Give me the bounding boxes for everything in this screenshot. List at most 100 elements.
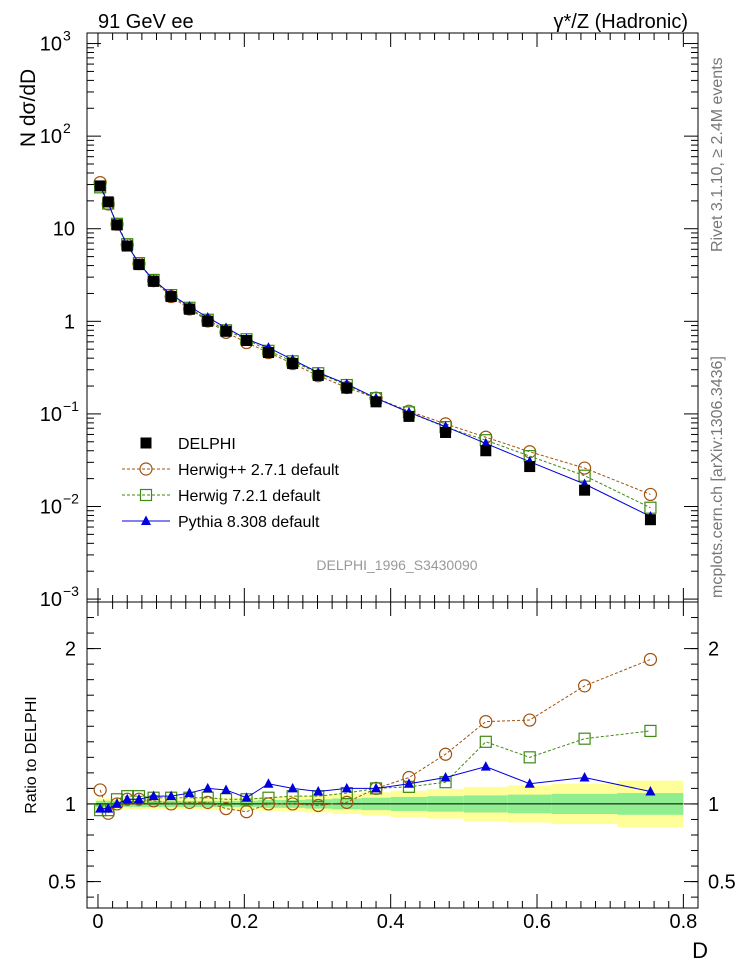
legend: DELPHI Herwig++ 2.7.1 default Herwig 7.2.1…	[122, 436, 340, 531]
data-point	[111, 219, 123, 231]
ratio-point	[112, 798, 123, 808]
ratio-point	[202, 782, 213, 793]
data-point	[148, 275, 160, 287]
x-tick-label: 0.6	[523, 911, 551, 933]
ratio-point	[219, 801, 233, 816]
ratio-point	[523, 713, 537, 727]
mcplots-label: mcplots.cern.ch [arXiv:1306.3436]	[709, 356, 726, 598]
top-y-tick-exponent: 3	[63, 28, 71, 44]
ratio-series-line	[99, 659, 651, 815]
data-point	[312, 369, 324, 381]
ratio-point	[241, 792, 252, 802]
top-y-tick-label: 10	[40, 126, 62, 148]
ratio-point	[313, 786, 324, 796]
ratio-point	[578, 732, 591, 745]
data-point	[102, 196, 114, 208]
ratio-point	[95, 803, 106, 813]
top-y-tick-exponent: −1	[63, 398, 79, 414]
ratio-point	[239, 805, 254, 819]
ratio-point	[480, 761, 491, 771]
legend-label: Pythia 8.308 default	[178, 514, 320, 531]
ratio-point	[93, 783, 107, 797]
ratio-point	[341, 782, 352, 793]
data-point	[524, 461, 536, 473]
data-point	[183, 303, 195, 315]
ratio-point	[403, 778, 414, 788]
x-tick-label: 0.4	[377, 911, 405, 933]
top-y-tick-exponent: −3	[63, 583, 79, 599]
ratio-point	[103, 803, 114, 813]
ratio-point	[340, 795, 354, 809]
top-y-tick-label: 10	[40, 496, 62, 518]
legend-label: DELPHI	[178, 436, 236, 453]
data-point	[577, 461, 592, 475]
ratio-panel-series	[93, 652, 658, 820]
ratio-panel-frame	[86, 601, 699, 909]
top-y-tick-label: 1	[64, 311, 75, 333]
ratio-series-line	[100, 766, 651, 810]
top-y-tick-label: 10	[40, 404, 62, 426]
data-point	[644, 514, 656, 526]
data-point	[220, 325, 232, 337]
data-point	[241, 335, 253, 347]
data-point	[480, 437, 491, 448]
data-point	[165, 291, 177, 303]
data-point	[133, 259, 145, 271]
ratio-point	[643, 652, 658, 667]
legend-marker	[140, 437, 152, 449]
legend-label: Herwig++ 2.7.1 default	[178, 462, 340, 479]
data-point	[523, 445, 537, 459]
ratio-point	[221, 784, 232, 794]
legend-marker	[139, 462, 153, 476]
data-point	[121, 240, 133, 252]
ratio-y-tick-label: 1	[65, 794, 76, 816]
ratio-point	[311, 798, 325, 813]
ratio-point	[371, 782, 382, 793]
ratio-y-tick-label: 0.5	[48, 872, 76, 894]
ratio-point	[166, 790, 177, 801]
x-tick-label: 0.8	[669, 911, 697, 933]
data-point	[202, 315, 214, 327]
ratio-y-tick-label: 2	[65, 639, 76, 661]
ratio-point	[263, 778, 274, 788]
legend-marker	[139, 488, 153, 502]
top-y-tick-label: 10	[40, 589, 62, 611]
ratio-point	[262, 791, 275, 804]
ratio-point	[440, 772, 451, 782]
ratio-point	[523, 751, 536, 764]
data-point	[341, 382, 353, 394]
ratio-point	[579, 772, 590, 782]
ratio-point	[133, 793, 144, 804]
ratio-point	[524, 778, 535, 788]
data-point	[440, 426, 452, 438]
ratio-y-tick-label-right: 2	[708, 639, 719, 661]
top-y-tick-exponent: 2	[63, 120, 71, 136]
top-y-tick-exponent: −2	[63, 490, 79, 506]
series-line	[99, 187, 651, 509]
data-point	[287, 358, 299, 370]
header-right-label: γ*/Z (Hadronic)	[554, 11, 688, 33]
ratio-point	[438, 747, 453, 761]
x-tick-label: 0	[92, 911, 103, 933]
data-point	[403, 410, 415, 422]
top-y-axis-title: N dσ/dD	[17, 69, 40, 147]
data-point	[370, 396, 382, 408]
x-tick-label: 0.2	[230, 911, 258, 933]
legend-marker	[141, 515, 151, 525]
data-point	[579, 484, 591, 496]
ratio-y-axis-title: Ratio to DELPHI	[23, 696, 40, 813]
header-left-label: 91 GeV ee	[98, 11, 194, 33]
ratio-point	[645, 786, 656, 796]
ratio-point	[479, 715, 493, 729]
series-line	[99, 186, 651, 517]
top-y-tick-label: 10	[40, 34, 62, 56]
ratio-point	[261, 797, 276, 811]
ratio-series-line	[100, 730, 651, 811]
data-point	[94, 180, 106, 192]
data-point	[262, 347, 274, 359]
analysis-id-label: DELPHI_1996_S3430090	[316, 557, 477, 573]
top-panel-series	[93, 175, 658, 526]
ratio-y-tick-label-right: 1	[708, 794, 719, 816]
